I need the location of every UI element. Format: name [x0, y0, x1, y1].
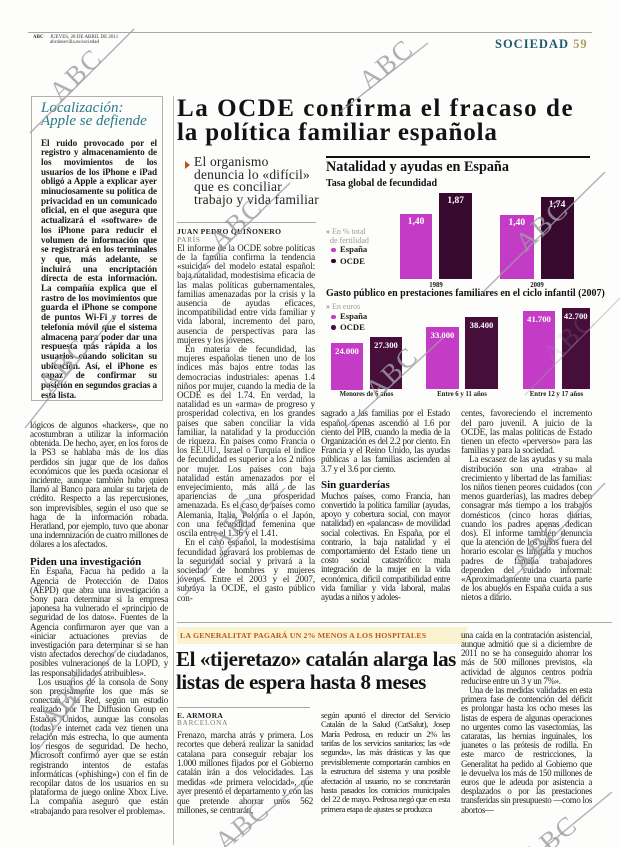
- svg-text:ABC: ABC: [32, 332, 95, 398]
- svg-text:ABC: ABC: [43, 42, 108, 106]
- svg-text:ABC: ABC: [536, 305, 601, 369]
- svg-text:ABC: ABC: [509, 193, 574, 257]
- svg-text:ABC: ABC: [203, 192, 269, 255]
- svg-text:ABC: ABC: [506, 514, 571, 578]
- svg-text:ABC: ABC: [202, 490, 266, 555]
- svg-text:ABC: ABC: [359, 340, 424, 404]
- svg-text:ABC: ABC: [353, 33, 419, 96]
- svg-text:ABC: ABC: [517, 809, 583, 847]
- svg-text:ABC: ABC: [209, 794, 275, 847]
- svg-text:ABC: ABC: [34, 667, 97, 733]
